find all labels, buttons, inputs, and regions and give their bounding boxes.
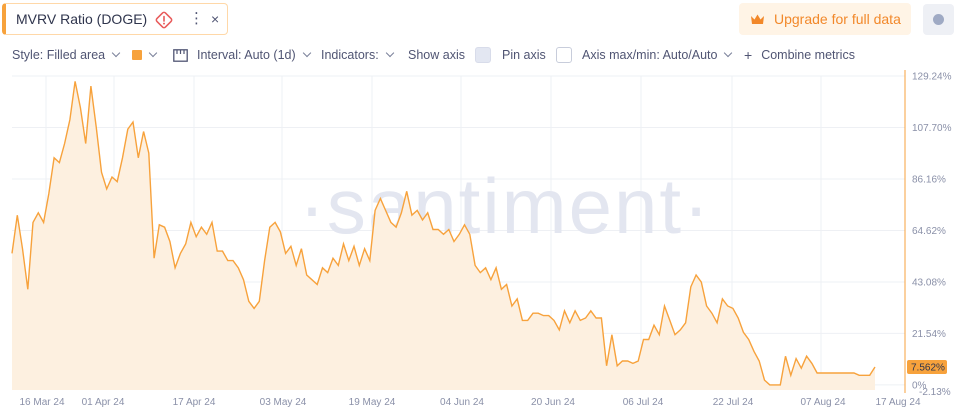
x-tick-label: 07 Aug 24 — [800, 397, 845, 408]
y-tick-label: 129.24% — [912, 72, 952, 83]
x-tick-label: 19 May 24 — [349, 397, 396, 408]
warning-diamond-icon[interactable] — [154, 10, 174, 30]
x-tick-label: 22 Jul 24 — [713, 397, 754, 408]
chevron-down-icon — [302, 48, 311, 58]
mvrv-line — [11, 81, 876, 386]
x-tick-label: 04 Jun 24 — [440, 397, 484, 408]
show-axis-toggle[interactable]: Show axis — [408, 44, 491, 66]
santiment-watermark: ·santiment· — [299, 162, 711, 250]
x-tick-label: 03 May 24 — [260, 397, 307, 408]
style-label: Style: Filled area — [12, 48, 106, 62]
chevron-down-icon — [385, 48, 394, 58]
y-tick-label: 0% — [912, 380, 927, 391]
upgrade-label: Upgrade for full data — [774, 11, 901, 27]
pin-axis-label: Pin axis — [502, 48, 546, 62]
x-tick-label: 06 Jul 24 — [623, 397, 664, 408]
more-options-icon[interactable]: ⋮ — [189, 10, 204, 27]
interval-label: Interval: Auto (1d) — [197, 48, 296, 62]
chevron-down-icon — [148, 48, 158, 58]
x-tick-label: 17 Apr 24 — [173, 397, 216, 408]
y-tick-label: 64.62% — [912, 226, 946, 237]
mvrv-area-fill — [12, 81, 875, 391]
pin-axis-checkbox[interactable] — [555, 47, 572, 63]
chevron-down-icon — [724, 48, 733, 58]
show-axis-label: Show axis — [408, 48, 465, 62]
y-axis-min-label: -2.13% — [919, 387, 951, 398]
interval-dropdown[interactable]: Interval: Auto (1d) — [173, 44, 311, 66]
pin-axis-toggle[interactable]: Pin axis — [502, 44, 572, 66]
y-tick-label: 107.70% — [912, 123, 952, 134]
plus-icon: + — [744, 47, 753, 63]
style-dropdown[interactable]: Style: Filled area — [12, 44, 121, 66]
x-tick-label: 01 Apr 24 — [82, 397, 125, 408]
metric-title: MVRV Ratio (DOGE) — [16, 11, 148, 27]
combine-metrics-label: Combine metrics — [761, 48, 855, 62]
settings-button[interactable] — [923, 4, 954, 35]
chart-toolbar: Style: Filled area Interval: Auto (1d) I… — [0, 44, 954, 66]
last-value-marker: 7.562% — [907, 359, 947, 374]
x-tick-label: 20 Jun 24 — [531, 397, 575, 408]
color-picker[interactable] — [132, 44, 158, 66]
close-icon[interactable]: × — [211, 11, 220, 27]
last-value-label: 7.562% — [911, 362, 945, 373]
mvrv-area-chart[interactable]: ·santiment· 129.24% 107.70% 86.16% 64.62% 43… — [0, 68, 954, 413]
color-swatch — [132, 50, 142, 60]
metric-chip[interactable]: MVRV Ratio (DOGE) ⋮ × — [2, 3, 228, 35]
axis-range-label: Axis max/min: Auto/Auto — [582, 48, 718, 62]
upgrade-button[interactable]: Upgrade for full data — [739, 3, 911, 35]
x-tick-label: 17 Aug 24 — [875, 397, 920, 408]
y-tick-label: 21.54% — [912, 329, 946, 340]
chevron-down-icon — [111, 48, 121, 58]
x-tick-label: 16 Mar 24 — [19, 397, 64, 408]
crown-icon — [751, 14, 764, 24]
indicators-dropdown[interactable]: Indicators: — [321, 44, 394, 66]
y-tick-label: 43.08% — [912, 277, 946, 288]
y-axis-ticks: 129.24% 107.70% 86.16% 64.62% 43.08% 21.54% 0% — [912, 72, 952, 392]
calendar-ruler-icon — [173, 48, 188, 62]
x-axis-ticks: 16 Mar 24 01 Apr 24 17 Apr 24 03 May 24 19 M… — [19, 397, 920, 408]
last-value-tag — [907, 359, 947, 374]
settings-dot-icon — [933, 14, 944, 25]
axis-range-dropdown[interactable]: Axis max/min: Auto/Auto — [582, 44, 733, 66]
combine-metrics-button[interactable]: + Combine metrics — [744, 44, 855, 66]
y-tick-label: 86.16% — [912, 174, 946, 185]
show-axis-checkbox[interactable] — [474, 47, 491, 63]
indicators-label: Indicators: — [321, 48, 379, 62]
